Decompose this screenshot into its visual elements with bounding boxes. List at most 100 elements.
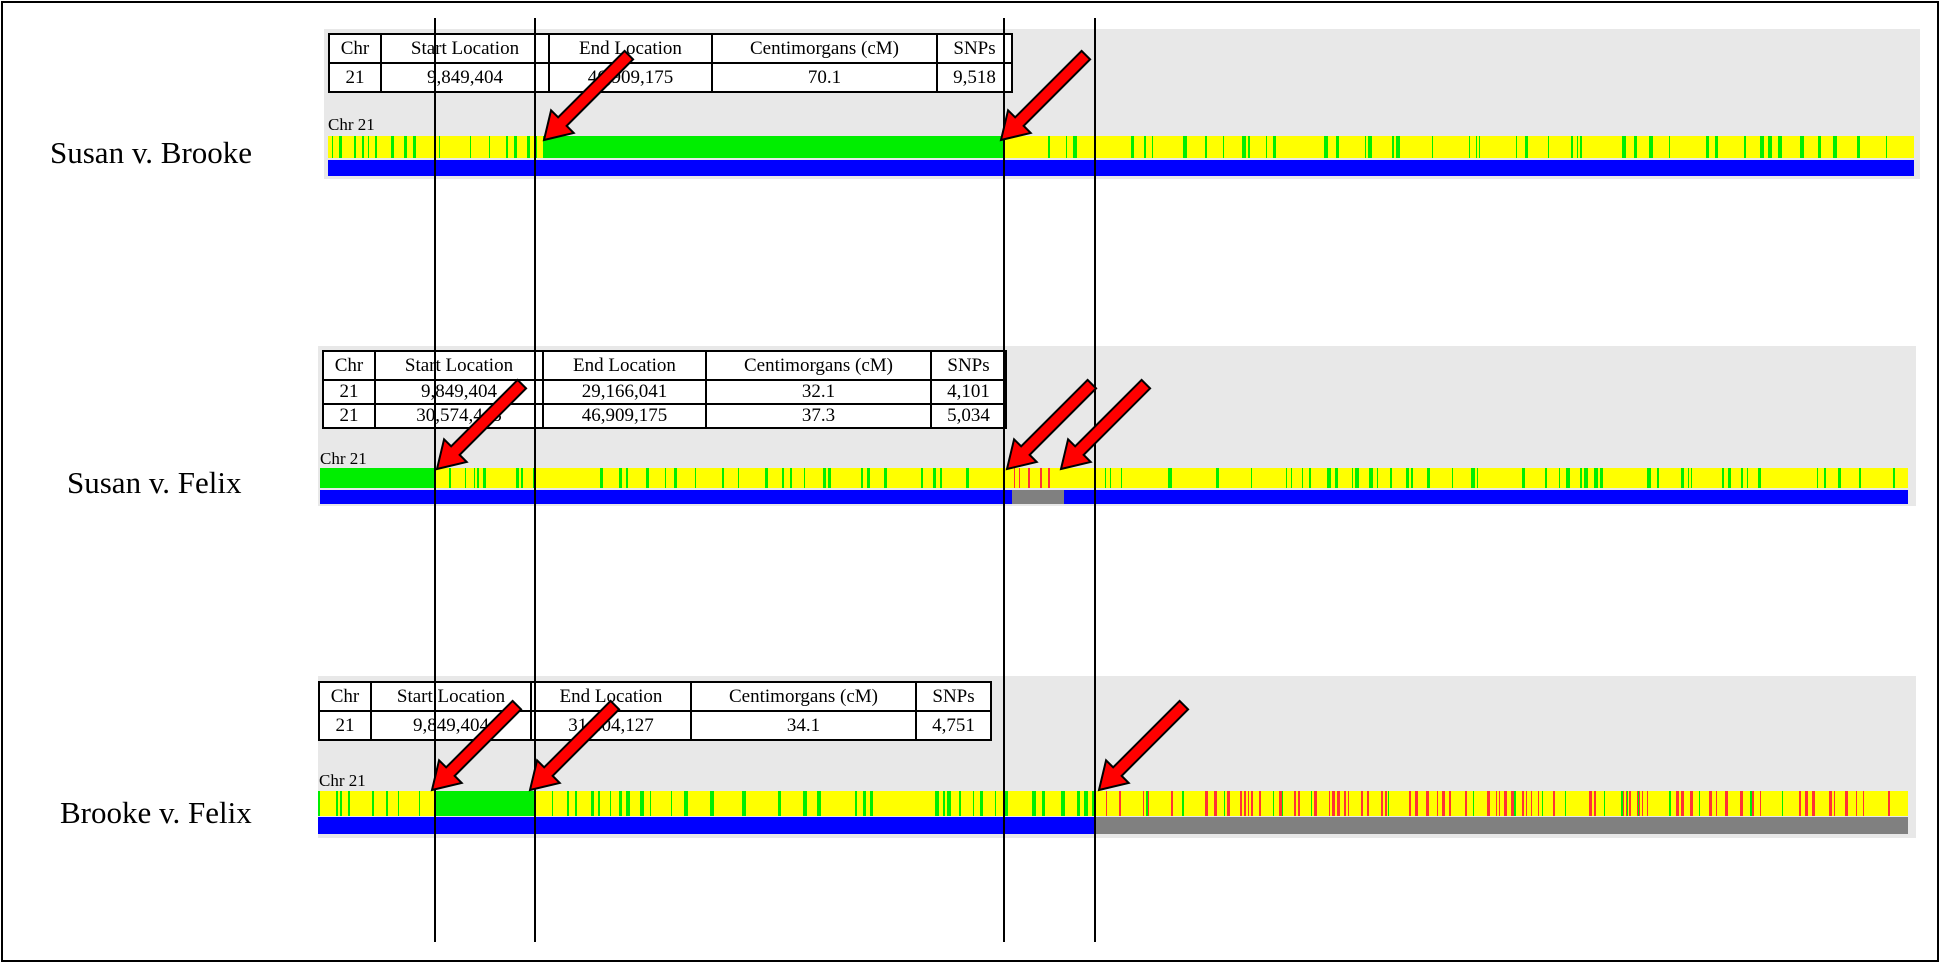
- snp-tick: [1477, 468, 1478, 488]
- snp-tick: [1146, 791, 1148, 816]
- snp-mismatch-tick: [1504, 791, 1507, 816]
- snp-tick: [778, 791, 781, 816]
- chromosome-label-1: Chr 21: [328, 115, 375, 134]
- snp-tick: [626, 468, 628, 488]
- snp-tick: [790, 468, 792, 488]
- snp-match-strip-2: [320, 468, 1908, 488]
- snp-tick: [1273, 791, 1274, 816]
- snp-tick: [1565, 791, 1566, 816]
- snp-tick: [1183, 136, 1187, 158]
- snp-tick: [1681, 468, 1684, 488]
- snp-tick: [671, 791, 672, 816]
- snp-tick: [1152, 136, 1153, 158]
- snp-tick: [1061, 791, 1065, 816]
- snp-mismatch-tick: [1259, 791, 1261, 816]
- table-cell: 9,849,404: [370, 710, 532, 741]
- chromosome-browser-bar-1: [328, 136, 1914, 178]
- snp-tick: [1251, 468, 1252, 488]
- snp-mismatch-tick: [1642, 791, 1643, 816]
- snp-tick: [867, 468, 870, 488]
- snp-tick: [1548, 136, 1549, 158]
- full-match-block: [434, 791, 534, 816]
- snp-tick: [1077, 791, 1080, 816]
- snp-tick: [1669, 791, 1671, 816]
- snp-tick: [1266, 136, 1267, 158]
- snp-mismatch-tick: [1647, 791, 1648, 816]
- no-segment-block: [1095, 817, 1908, 834]
- snp-tick: [959, 791, 961, 816]
- snp-tick: [1859, 468, 1861, 488]
- snp-tick: [1893, 468, 1895, 488]
- snp-tick: [465, 468, 466, 488]
- snp-mismatch-tick: [1205, 791, 1208, 816]
- snp-mismatch-tick: [1531, 791, 1532, 816]
- snp-mismatch-tick: [1251, 791, 1253, 816]
- snp-tick: [1242, 136, 1246, 158]
- snp-tick: [1657, 468, 1659, 488]
- snp-tick: [1110, 468, 1111, 488]
- snp-tick: [1838, 468, 1841, 488]
- snp-tick: [966, 468, 969, 488]
- snp-tick: [803, 791, 807, 816]
- snp-tick: [1032, 791, 1036, 816]
- snp-mismatch-tick: [1465, 791, 1467, 816]
- snp-tick: [575, 791, 577, 816]
- snp-tick: [1216, 468, 1219, 488]
- snp-tick: [1396, 136, 1400, 158]
- snp-mismatch-tick: [1240, 791, 1242, 816]
- snp-tick: [1105, 468, 1106, 488]
- snp-tick: [1336, 136, 1339, 158]
- snp-mismatch-tick: [1227, 791, 1230, 816]
- snp-tick: [1291, 468, 1292, 488]
- table-header: Start Location: [374, 350, 544, 381]
- snp-mismatch-tick: [1119, 791, 1121, 816]
- snp-tick: [1522, 468, 1525, 488]
- snp-tick: [947, 791, 951, 816]
- snp-tick: [368, 136, 369, 158]
- snp-tick: [600, 468, 603, 488]
- snp-mismatch-tick: [1244, 791, 1246, 816]
- snp-mismatch-tick: [1805, 791, 1808, 816]
- snp-tick: [1566, 468, 1570, 488]
- snp-mismatch-tick: [1279, 791, 1282, 816]
- snp-tick: [1048, 136, 1050, 158]
- no-segment-block: [1012, 490, 1064, 504]
- snp-tick: [1514, 791, 1516, 816]
- snp-tick: [1066, 136, 1067, 158]
- snp-tick: [1857, 136, 1860, 158]
- table-header: Chr: [318, 681, 372, 712]
- snp-mismatch-tick: [1348, 791, 1349, 816]
- snp-tick: [1479, 136, 1480, 158]
- snp-mismatch-tick: [1740, 791, 1743, 816]
- snp-tick: [336, 791, 338, 816]
- snp-tick: [1715, 136, 1718, 158]
- table-cell: 32.1: [705, 379, 932, 405]
- table-header: Start Location: [370, 681, 532, 712]
- full-match-block: [320, 468, 435, 488]
- snp-tick: [536, 136, 537, 158]
- snp-tick: [483, 468, 486, 488]
- full-match-block: [543, 136, 1004, 158]
- snp-tick: [980, 791, 983, 816]
- alignment-guide-line: [1003, 18, 1005, 942]
- snp-tick: [1168, 468, 1172, 488]
- snp-tick: [1390, 468, 1392, 488]
- snp-mismatch-tick: [1751, 791, 1754, 816]
- snp-tick: [1691, 468, 1692, 488]
- table-header-row: Chr Start Location End Location Centimor…: [328, 33, 1013, 64]
- snp-tick: [1669, 136, 1670, 158]
- snp-mismatch-tick: [1248, 791, 1249, 816]
- snp-tick: [1577, 136, 1578, 158]
- snp-tick: [1355, 468, 1359, 488]
- snp-mismatch-tick: [1622, 791, 1624, 816]
- snp-mismatch-tick: [1367, 791, 1369, 816]
- snp-tick: [354, 136, 356, 158]
- snp-tick: [1309, 468, 1311, 488]
- snp-tick: [1377, 468, 1378, 488]
- table-header: Centimorgans (cM): [711, 33, 938, 64]
- snp-mismatch-tick: [1337, 791, 1340, 816]
- snp-tick: [1782, 791, 1783, 816]
- snp-mismatch-tick: [1553, 791, 1555, 816]
- snp-mismatch-tick: [1415, 791, 1418, 816]
- snp-mismatch-tick: [1449, 791, 1451, 816]
